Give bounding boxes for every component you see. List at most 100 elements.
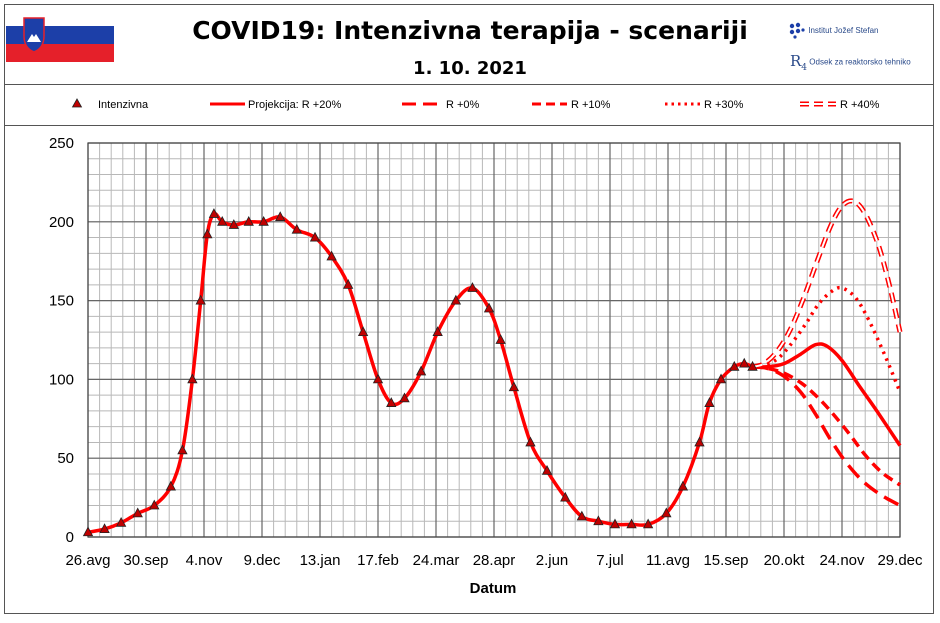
data-point-intenzivna: [202, 228, 213, 239]
legend-item-r10: R +10%: [532, 99, 611, 111]
x-tick-label: 30.sep: [123, 552, 168, 569]
data-point-intenzivna: [326, 250, 337, 261]
data-point-intenzivna: [508, 381, 520, 392]
data-point-intenzivna: [258, 215, 269, 226]
chart-frame: [4, 4, 934, 614]
legend-marker-triangle: [71, 98, 83, 108]
y-tick-label: 200: [49, 214, 74, 231]
y-tick-label: 50: [57, 450, 74, 467]
data-point-intenzivna: [309, 231, 321, 242]
data-point-intenzivna: [704, 397, 715, 407]
data-point-intenzivna: [132, 507, 143, 518]
data-point-intenzivna: [450, 294, 462, 305]
legend-item-r0: R +0%: [402, 99, 480, 111]
data-point-intenzivna: [715, 373, 727, 384]
x-tick-label: 2.jun: [536, 552, 569, 569]
data-point-intenzivna: [275, 211, 286, 221]
y-tick-label: 100: [49, 371, 74, 388]
data-point-intenzivna: [576, 510, 587, 521]
data-point-intenzivna: [525, 436, 536, 447]
data-point-intenzivna: [195, 294, 206, 305]
data-point-intenzivna: [432, 326, 443, 337]
x-tick-label: 26.avg: [65, 552, 110, 569]
legend-label: R +30%: [704, 99, 744, 111]
data-point-intenzivna: [228, 219, 239, 229]
legend-label: Projekcija: R +20%: [248, 99, 341, 111]
data-point-intenzivna: [243, 215, 254, 226]
plot-border: [87, 142, 901, 538]
x-tick-label: 15.sep: [703, 552, 748, 569]
x-tick-label: 29.dec: [877, 552, 923, 569]
y-tick-label: 250: [49, 135, 74, 152]
data-point-intenzivna: [541, 464, 553, 475]
data-point-intenzivna: [187, 373, 198, 384]
x-axis-title: Datum: [470, 580, 517, 597]
x-tick-label: 9.dec: [244, 552, 281, 569]
data-point-intenzivna: [609, 518, 621, 529]
data-point-intenzivna: [217, 215, 228, 226]
data-point-intenzivna: [560, 491, 571, 502]
plot-area: 26.avg 30.sep 4.nov 9.dec 13.jan 17.feb 24.mar…: [49, 135, 923, 569]
data-point-intenzivna: [495, 334, 506, 344]
institute-name: Institut Jožef Stefan: [808, 26, 879, 36]
data-point-intenzivna: [165, 480, 177, 491]
legend-label: Intenzivna: [98, 99, 149, 111]
x-tick-label: 24.mar: [413, 552, 460, 569]
legend-label: R +0%: [446, 99, 480, 111]
x-tick-label: 20.okt: [764, 552, 806, 569]
data-point-intenzivna: [483, 302, 495, 313]
data-point-intenzivna: [291, 223, 302, 234]
data-point-intenzivna: [372, 373, 384, 384]
x-tick-label: 17.feb: [357, 552, 399, 569]
data-point-intenzivna: [149, 499, 160, 510]
series-line-r40: [751, 198, 903, 370]
series-line-r40-inner: [752, 199, 901, 368]
data-point-intenzivna: [467, 282, 478, 292]
legend-label: R +40%: [840, 99, 880, 111]
institute-dots-icon: [789, 22, 805, 39]
chart-date: 1. 10. 2021: [413, 58, 527, 79]
department-logo: R4 Odsek za reaktorsko tehniko: [790, 52, 911, 73]
slovenia-flag: [6, 8, 114, 62]
x-tick-label: 7.jul: [596, 552, 624, 569]
chart-title: COVID19: Intenzivna terapija - scenariji: [192, 16, 748, 45]
x-tick-label: 4.nov: [186, 552, 223, 569]
legend-item-r40: R +40%: [800, 99, 880, 111]
data-point-intenzivna: [343, 278, 354, 289]
legend-item-r20: Projekcija: R +20%: [210, 99, 341, 111]
series-line-r30: [752, 285, 902, 393]
data-point-intenzivna: [642, 518, 654, 529]
data-point-intenzivna: [386, 397, 397, 407]
data-point-intenzivna: [593, 515, 604, 526]
data-point-intenzivna: [115, 516, 127, 527]
x-tick-label: 24.nov: [819, 552, 865, 569]
data-point-intenzivna: [747, 360, 758, 371]
institute-logo: Institut Jožef Stefan: [788, 22, 879, 40]
x-tick-label: 11.avg: [646, 552, 690, 569]
legend-label: R +10%: [571, 99, 611, 111]
data-point-intenzivna: [739, 357, 750, 368]
series-line-r20: [752, 342, 902, 447]
data-point-intenzivna: [415, 365, 427, 376]
data-point-intenzivna: [399, 392, 410, 403]
legend-item-r30: R +30%: [665, 99, 744, 111]
data-point-intenzivna: [82, 526, 94, 537]
r4-icon: R4: [790, 52, 808, 73]
data-point-intenzivna: [208, 208, 220, 218]
x-tick-label: 28.apr: [473, 552, 516, 569]
data-point-intenzivna: [729, 360, 740, 371]
department-name: Odsek za reaktorsko tehniko: [809, 57, 911, 67]
data-point-intenzivna: [661, 507, 672, 518]
legend-items: Intenzivna Projekcija: R +20% R +0% R +1…: [71, 98, 880, 111]
legend-item-intenzivna: Intenzivna: [71, 98, 149, 111]
y-tick-label: 150: [49, 293, 74, 310]
data-point-intenzivna: [626, 518, 637, 529]
legend: [4, 84, 934, 126]
y-tick-label: 0: [66, 529, 74, 546]
series-line-r10: [752, 365, 902, 487]
data-point-intenzivna: [694, 436, 705, 447]
data-point-intenzivna: [357, 326, 369, 337]
data-point-intenzivna: [177, 444, 188, 455]
data-point-intenzivna: [677, 480, 689, 491]
